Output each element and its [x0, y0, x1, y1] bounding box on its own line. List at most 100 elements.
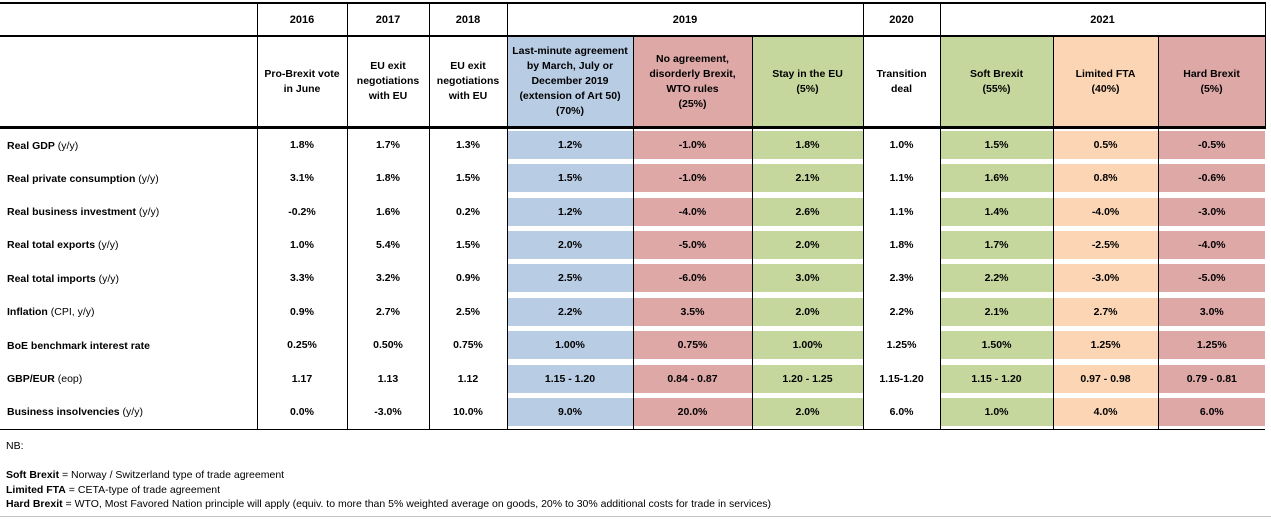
- table-cell: 0.9%: [428, 262, 507, 296]
- table-cell: 0.97 - 0.98: [1052, 362, 1159, 396]
- table-cell: 2.7%: [1052, 295, 1159, 329]
- row-label-note: (y/y): [95, 239, 119, 252]
- table-cell: -6.0%: [632, 262, 752, 296]
- table-cell: 9.0%: [506, 395, 633, 430]
- cell-value: 20.0%: [633, 397, 752, 426]
- table-cell: 3.0%: [1157, 295, 1266, 329]
- table-cell: 3.0%: [751, 262, 864, 296]
- row-label: Real total exports (y/y): [0, 229, 257, 262]
- cell-value: 0.50%: [373, 339, 403, 352]
- table-cell: -1.0%: [632, 127, 752, 162]
- note-term: Hard Brexit: [6, 498, 63, 511]
- row-label: Real total imports (y/y): [0, 262, 257, 295]
- cell-value: -4.0%: [1053, 197, 1158, 226]
- table-cell: 1.2%: [506, 195, 633, 229]
- table-cell: 2.2%: [862, 295, 941, 329]
- row-label-text: Real private consumption: [7, 172, 136, 185]
- note-definition: = Norway / Switzerland type of trade agr…: [59, 469, 285, 482]
- cell-value: 3.5%: [633, 297, 752, 326]
- corner-cell: [0, 2, 257, 37]
- table-cell: 2.0%: [751, 395, 864, 430]
- cell-value: 2.0%: [507, 230, 633, 259]
- scenario-header-9: Hard Brexit (5%): [1157, 36, 1266, 129]
- cell-value: 2.0%: [752, 397, 863, 426]
- scenario-header-0: Pro-Brexit vote in June: [256, 36, 347, 129]
- cell-value: -6.0%: [633, 264, 752, 293]
- table-row: Real total exports (y/y) 1.0% 5.4% 1.5% 2.0%…: [0, 228, 1266, 263]
- table-cell: 2.2%: [939, 262, 1054, 296]
- cell-value: -5.0%: [1158, 264, 1266, 293]
- table-cell: 1.12: [428, 362, 507, 396]
- row-label-text: Real business investment: [7, 206, 136, 219]
- table-cell: 1.25%: [1157, 328, 1266, 363]
- cell-value: 1.00%: [752, 331, 863, 360]
- cell-value: 1.8%: [889, 238, 914, 251]
- table-cell: -1.0%: [632, 162, 752, 196]
- table-row: Real GDP (y/y) 1.8% 1.7% 1.3% 1.2% -1.0% 1.8% 1…: [0, 127, 1266, 162]
- table-cell: 2.5%: [506, 262, 633, 296]
- row-label-note: (eop): [54, 373, 83, 386]
- table-cell: 1.0%: [939, 395, 1054, 430]
- cell-value: 1.8%: [752, 131, 863, 159]
- cell-value: 2.1%: [752, 164, 863, 193]
- year-label-2020: 2020: [862, 2, 941, 37]
- scenario-header-3: Last-minute agreement by March, July or …: [506, 36, 633, 129]
- note-definition: = CETA-type of trade agreement: [65, 483, 221, 496]
- table-cell: 1.8%: [862, 228, 941, 263]
- table-cell: 2.3%: [862, 262, 941, 296]
- table-row: Real total imports (y/y) 3.3% 3.2% 0.9% 2.5%…: [0, 262, 1266, 296]
- cell-value: 2.6%: [752, 197, 863, 226]
- row-label-text: Inflation: [7, 306, 48, 319]
- table-cell: 1.0%: [256, 228, 347, 263]
- table-cell: -4.0%: [1052, 195, 1159, 229]
- cell-value: 1.3%: [456, 139, 480, 151]
- table-cell: -0.6%: [1157, 162, 1266, 196]
- cell-value: 1.00%: [507, 331, 633, 360]
- table-cell: -3.0%: [346, 395, 429, 430]
- table-cell: 6.0%: [862, 395, 941, 430]
- table-cell: 1.5%: [428, 162, 507, 196]
- nb-label: NB:: [6, 439, 24, 452]
- table-cell: -2.5%: [1052, 228, 1159, 263]
- cell-value: 0.97 - 0.98: [1053, 364, 1158, 393]
- row-label-text: Real total exports: [7, 239, 96, 252]
- scenario-header-1: EU exit negotiations with EU: [346, 36, 429, 129]
- cell-value: 0.84 - 0.87: [633, 364, 752, 393]
- cell-value: 2.7%: [1053, 297, 1158, 326]
- cell-value: 1.50%: [940, 331, 1053, 360]
- cell-value: 9.0%: [507, 397, 633, 426]
- table-cell: 1.00%: [751, 328, 864, 363]
- table-cell: 0.2%: [428, 195, 507, 229]
- year-label-2021: 2021: [939, 2, 1266, 37]
- table-cell: 1.25%: [862, 328, 941, 363]
- table-cell: 0.9%: [256, 295, 347, 329]
- row-label-text: Real GDP: [7, 139, 55, 152]
- cell-value: -1.0%: [633, 164, 752, 193]
- table-row: Real private consumption (y/y) 3.1% 1.8% 1.…: [0, 162, 1266, 196]
- cell-value: 2.1%: [940, 297, 1053, 326]
- cell-value: 1.0%: [290, 238, 314, 251]
- table-cell: 1.5%: [506, 162, 633, 196]
- cell-value: 0.75%: [633, 331, 752, 360]
- table-row: BoE benchmark interest rate 0.25% 0.50% 0.7…: [0, 328, 1266, 363]
- year-header-row: 2016 2017 2018 2019 2020 2021: [0, 2, 1266, 37]
- cell-value: 0.9%: [290, 305, 314, 318]
- scenario-header-8: Limited FTA (40%): [1052, 36, 1159, 129]
- cell-value: -4.0%: [1158, 230, 1266, 259]
- cell-value: 0.2%: [456, 205, 480, 218]
- table-cell: 1.5%: [428, 228, 507, 263]
- cell-value: -4.0%: [633, 197, 752, 226]
- cell-value: 1.7%: [940, 230, 1053, 259]
- table-cell: 1.8%: [346, 162, 429, 196]
- cell-value: 2.0%: [752, 230, 863, 259]
- table-cell: 1.50%: [939, 328, 1054, 363]
- note-definitions: Soft Brexit = Norway / Switzerland type …: [6, 468, 1261, 512]
- table-cell: 1.6%: [346, 195, 429, 229]
- table-cell: 0.0%: [256, 395, 347, 430]
- cell-value: 2.7%: [376, 305, 400, 318]
- table-cell: 1.0%: [862, 127, 941, 162]
- cell-value: 1.7%: [376, 139, 400, 151]
- table-cell: 2.7%: [346, 295, 429, 329]
- cell-value: -0.5%: [1158, 131, 1266, 159]
